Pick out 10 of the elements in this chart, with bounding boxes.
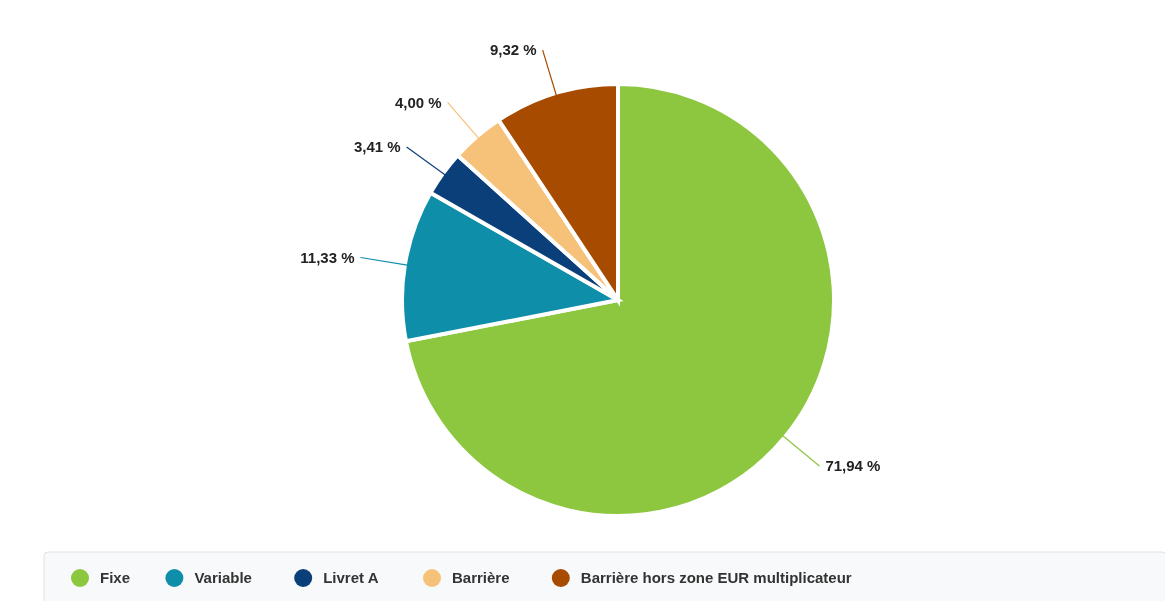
legend-label: Fixe [100, 569, 131, 587]
legend-label: Livret A [323, 569, 379, 587]
data-label: 11,33 % [300, 248, 355, 266]
data-label: 9,32 % [489, 41, 537, 59]
data-label: 3,41 % [353, 138, 401, 156]
legend-label: Barrière hors zone EUR multiplicateur [580, 569, 852, 587]
legend-label: Variable [194, 569, 252, 587]
data-label: 71,94 % [825, 457, 881, 475]
legend-label: Barrière [452, 569, 510, 587]
data-label: 4,00 % [394, 93, 442, 111]
